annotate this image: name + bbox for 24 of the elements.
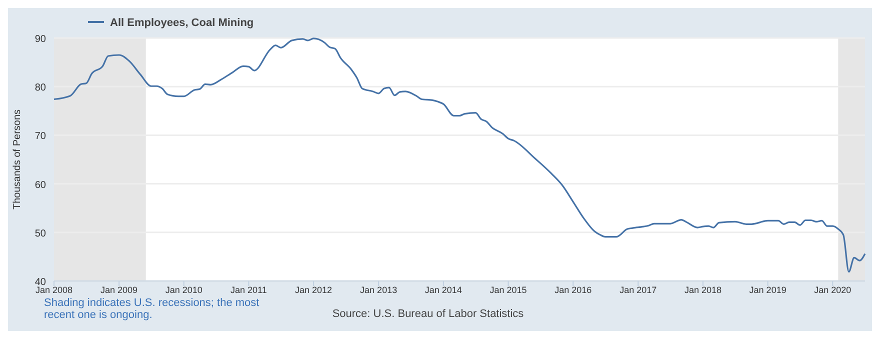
- x-tick-label: Jan 2020: [814, 285, 852, 295]
- text: Shading indicates U.S. recessions; the most recent one is ongoing.: [44, 297, 260, 321]
- x-tick-label: Jan 2013: [360, 285, 398, 295]
- line-series: [53, 38, 866, 273]
- y-tick-label: 80: [34, 82, 46, 94]
- x-tick-label: Jan 2014: [424, 285, 462, 295]
- x-tick-label: Jan 2019: [749, 285, 786, 295]
- x-tick-label: Jan 2011: [230, 285, 267, 295]
- x-tick-label: Jan 2018: [684, 285, 722, 295]
- x-tick-label: Jan 2009: [100, 285, 138, 295]
- x-tick-label: Jan 2016: [554, 285, 592, 295]
- y-tick-label: 40: [34, 277, 46, 288]
- x-tick-label: Jan 2015: [490, 285, 527, 295]
- x-tick-label: Jan 2008: [35, 285, 73, 295]
- y-axis-title: Thousands of Persons: [12, 109, 23, 210]
- x-tick-label: Jan 2017: [620, 285, 657, 295]
- x-tick-label: Jan 2012: [295, 285, 332, 295]
- source-note: Source: U.S. Bureau of Labor Statistics: [332, 308, 524, 320]
- x-tick-label: Jan 2010: [165, 285, 202, 295]
- y-tick-label: 90: [34, 34, 46, 45]
- y-tick-label: 50: [34, 228, 46, 240]
- legend-label: All Employees, Coal Mining: [110, 17, 254, 29]
- y-tick-label: 60: [34, 180, 46, 191]
- y-tick-label: 70: [34, 131, 46, 142]
